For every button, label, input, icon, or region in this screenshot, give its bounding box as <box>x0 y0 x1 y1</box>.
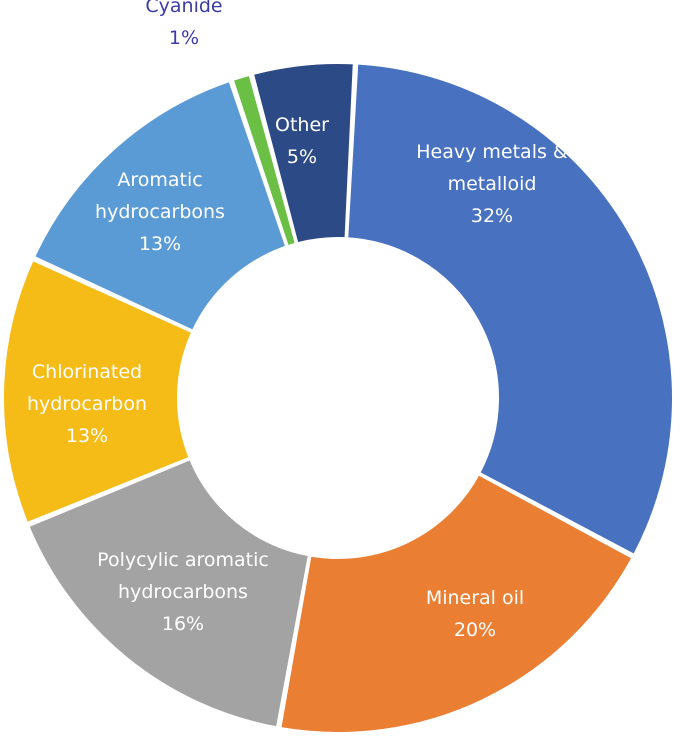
slice-polycylic-aromatic-hydrocarbons <box>27 457 311 729</box>
slice-name: metalloid <box>448 173 537 195</box>
slice-label: Chlorinated hydrocarbon 13% <box>27 361 147 447</box>
slice-name: Cyanide <box>145 0 222 17</box>
slice-name: Aromatic <box>117 169 202 191</box>
slice-percent: 1% <box>169 27 199 49</box>
slice-label: Heavy metals & metalloid 32% <box>416 141 568 227</box>
slice-heavy-metals-metalloid <box>346 62 674 557</box>
slice-percent: 16% <box>162 613 204 635</box>
slice-label: Polycylic aromatic hydrocarbons 16% <box>97 549 269 635</box>
slice-name: hydrocarbons <box>118 581 248 603</box>
slice-percent: 20% <box>454 619 496 641</box>
slice-label: Mineral oil 20% <box>426 587 524 641</box>
slice-name: Polycylic aromatic <box>97 549 269 571</box>
slice-percent: 13% <box>66 425 108 447</box>
slice-percent: 32% <box>471 205 513 227</box>
donut-slices <box>2 62 674 734</box>
slice-label: Cyanide 1% <box>145 0 222 49</box>
slice-name: hydrocarbons <box>95 201 225 223</box>
slice-aromatic-hydrocarbons <box>32 79 288 332</box>
slice-name: Mineral oil <box>426 587 524 609</box>
slice-mineral-oil <box>279 472 634 734</box>
slice-cyanide <box>231 73 298 248</box>
slice-name: Chlorinated <box>32 361 142 383</box>
slice-name: Other <box>275 114 329 136</box>
slice-percent: 13% <box>139 233 181 255</box>
slice-chlorinated-hydrocarbon <box>2 258 194 525</box>
slice-label: Other 5% <box>275 114 329 168</box>
slice-name: hydrocarbon <box>27 393 147 415</box>
slice-other <box>251 62 355 245</box>
slice-name: Heavy metals & <box>416 141 568 163</box>
slice-label: Aromatic hydrocarbons 13% <box>95 169 225 255</box>
slice-labels: Heavy metals & metalloid 32% Mineral oil 20%… <box>27 0 568 641</box>
slice-percent: 5% <box>287 146 317 168</box>
